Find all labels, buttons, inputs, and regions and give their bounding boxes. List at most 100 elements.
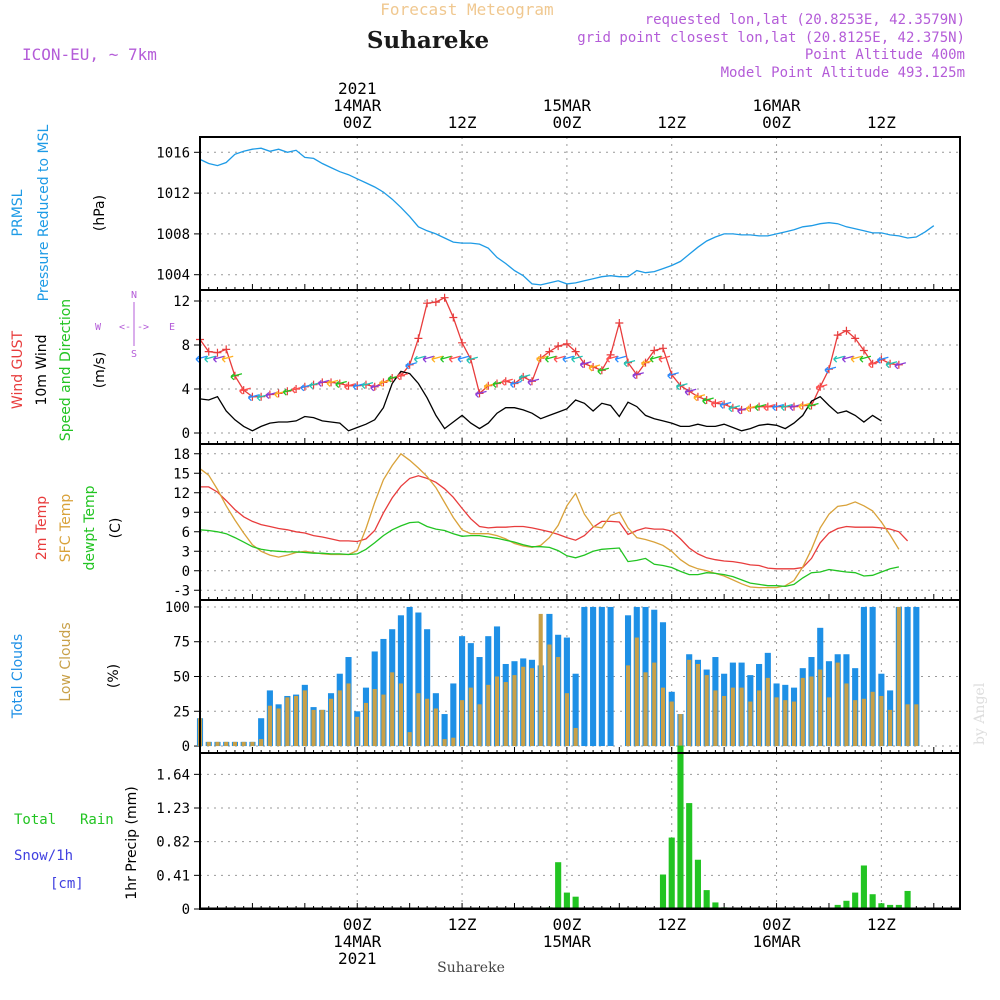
rain-bar	[668, 837, 675, 909]
low-cloud-bar	[285, 697, 290, 747]
chart-subtitle: Forecast Meteogram	[380, 0, 553, 19]
wind-direction-arrow	[579, 361, 592, 369]
pressure-unit: (hPa)	[92, 195, 108, 231]
wind-direction-arrow	[815, 384, 828, 392]
temp-frame	[199, 443, 961, 601]
precip-tick-label: 1.23	[156, 801, 190, 817]
wind-frame	[199, 289, 961, 445]
wind-direction-arrow	[553, 355, 566, 363]
low-cloud-bar	[573, 727, 578, 747]
temp-2m-label: 2m Temp	[34, 496, 50, 560]
temp-tick-label: 6	[182, 525, 190, 541]
snow-label: Snow/1h	[14, 848, 73, 864]
wind-direction-arrow	[448, 355, 461, 363]
low-cloud-bar	[757, 690, 762, 747]
total-cloud-bar	[904, 606, 911, 747]
rain-bar	[677, 745, 684, 909]
low-cloud-bar	[363, 702, 369, 747]
pressure-labels: PRMSL Pressure Reduced to MSL (hPa)	[10, 124, 108, 301]
precip-tick-label: 0.82	[156, 835, 190, 851]
wind-direction-arrow	[745, 405, 758, 413]
wind-tick-label: 0	[182, 426, 190, 442]
gust-marker	[842, 326, 851, 335]
wind-direction-arrow	[850, 355, 863, 363]
precip-axis-label: 1hr Precip (mm)	[124, 786, 140, 899]
wind-direction-arrow	[728, 405, 741, 413]
total-cloud-bar	[607, 606, 614, 747]
total-cloud-bar	[406, 606, 413, 747]
wind-direction-arrow	[475, 390, 487, 398]
total-label: Total	[14, 812, 56, 828]
wind-direction-arrow	[457, 355, 470, 363]
prmsl-line	[199, 147, 935, 286]
wind-tick-label: 8	[182, 338, 190, 354]
gust-marker	[571, 347, 580, 356]
bottom-time-label: 12Z	[448, 915, 477, 934]
wind-direction-arrow	[510, 380, 522, 388]
temp-tick-label: 9	[182, 505, 190, 521]
low-cloud-bar	[888, 709, 893, 747]
top-time-label: 15MAR	[543, 96, 592, 115]
wind-direction-arrow	[413, 355, 426, 363]
gust-marker	[213, 348, 222, 357]
low-cloud-bar	[896, 606, 901, 747]
bottom-time-label: 15MAR	[543, 932, 592, 951]
wind-tick-label: 12	[173, 294, 190, 310]
low-cloud-bar	[328, 698, 334, 747]
wind-direction-arrow	[562, 355, 575, 363]
low-cloud-bar	[870, 691, 875, 747]
pressure-label-1: PRMSL	[10, 189, 26, 236]
grid-coords: grid point closest lon,lat (20.8125E, 42…	[577, 30, 965, 46]
low-cloud-bar	[529, 668, 535, 747]
wind-direction-arrow	[378, 379, 391, 387]
low-cloud-bar	[800, 677, 805, 747]
low-cloud-bar	[407, 732, 412, 747]
bottom-time-label: 16MAR	[752, 932, 801, 951]
10m-wind-line	[199, 370, 882, 432]
rain-bar	[887, 904, 894, 909]
low-cloud-bar	[294, 695, 299, 747]
low-cloud-bar	[224, 741, 229, 747]
wind-direction-arrow	[335, 380, 347, 388]
total-clouds-label: Total Clouds	[10, 634, 26, 719]
temp-panel: -3 0 3 6 9 12 15 18	[173, 443, 961, 601]
wind-speed-dir-label: Speed and Direction	[58, 299, 74, 441]
compass-e: E	[169, 322, 175, 333]
wind-direction-arrow	[876, 356, 889, 364]
gust-marker	[449, 313, 458, 322]
low-cloud-bar	[704, 675, 709, 747]
wind-panel: 0 4 8 12	[173, 289, 961, 445]
sfc-temp-line	[199, 452, 900, 589]
clouds-tick-label: 100	[165, 600, 190, 616]
low-cloud-bar	[791, 701, 797, 747]
wind-direction-arrow	[658, 355, 671, 363]
low-cloud-bar	[625, 665, 631, 747]
rain-label: Rain	[80, 812, 114, 828]
wind-direction-arrow	[798, 402, 810, 410]
low-cloud-bar	[643, 672, 648, 747]
gust-marker	[562, 339, 571, 348]
wind-direction-arrow	[195, 355, 208, 363]
top-time-label: 16MAR	[752, 96, 801, 115]
rain-bar	[686, 803, 693, 909]
wind-direction-arrow	[536, 355, 548, 363]
low-cloud-bar	[381, 694, 386, 747]
pressure-tick-label: 1004	[156, 268, 190, 284]
snow-unit: [cm]	[50, 876, 84, 892]
gust-marker	[545, 347, 554, 356]
low-cloud-bar	[652, 662, 657, 747]
low-cloud-bar	[390, 672, 395, 747]
wind-direction-arrow	[693, 394, 706, 402]
total-cloud-bar	[860, 606, 867, 747]
wind-direction-arrow	[422, 355, 435, 363]
low-cloud-bar	[730, 687, 735, 747]
rain-bar	[852, 892, 859, 909]
total-cloud-bar	[424, 629, 431, 747]
rain-bar	[843, 900, 850, 909]
low-cloud-bar	[337, 690, 342, 747]
point-altitude: Point Altitude 400m	[805, 47, 965, 63]
temp-labels: 2m Temp SFC Temp dewpt Temp (C)	[34, 485, 124, 570]
wind-direction-arrow	[396, 373, 409, 381]
footer-location: Suhareke	[437, 960, 505, 976]
low-cloud-bar	[416, 693, 421, 747]
